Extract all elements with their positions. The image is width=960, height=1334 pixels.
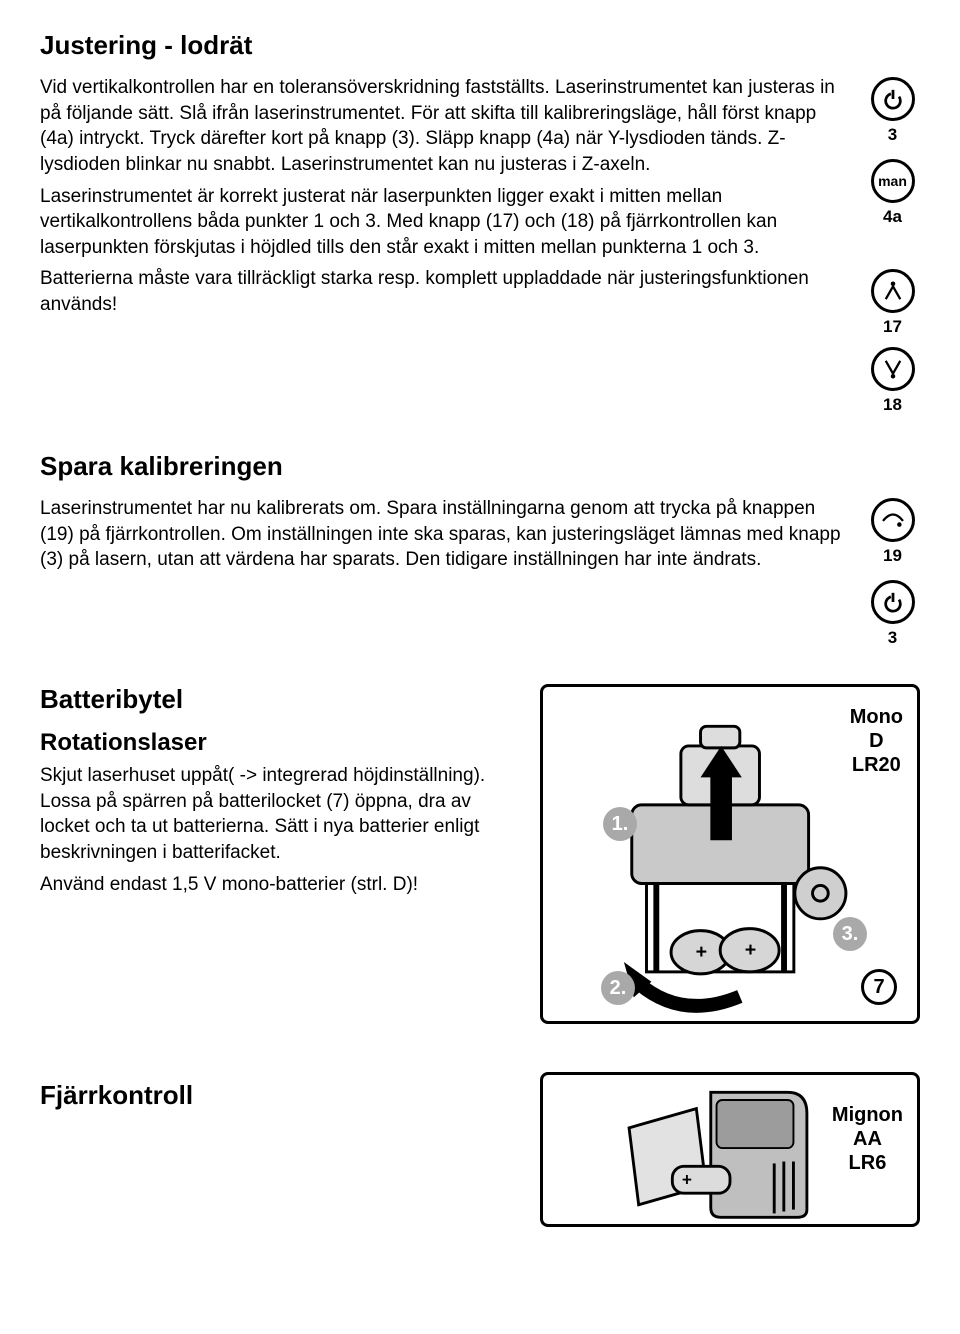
section4-title: Fjärrkontroll	[40, 1080, 524, 1111]
section1-p3: Batterierna måste vara tillräckligt star…	[40, 266, 847, 317]
section1-icons: 3 man 4a 17 18	[865, 75, 920, 415]
power-label-2: 3	[888, 628, 897, 648]
section3-subtitle: Rotationslaser	[40, 729, 524, 757]
tilt-up-label: 17	[883, 317, 902, 337]
remote-row: Fjärrkontroll + Mignon AA LR6	[40, 1060, 920, 1227]
tilt-down-svg	[882, 359, 904, 379]
step-3: 3.	[833, 917, 867, 951]
svg-text:+: +	[696, 941, 707, 963]
section1-p2: Laserinstrumentet är korrekt justerat nä…	[40, 184, 847, 261]
power-label: 3	[888, 125, 897, 145]
save-icon	[871, 498, 915, 542]
batt-type-l3: LR20	[850, 753, 903, 777]
power-svg	[882, 88, 904, 110]
section1-text: Vid vertikalkontrollen har en toleransöv…	[40, 75, 847, 415]
svg-text:+: +	[745, 939, 756, 961]
man-label: 4a	[883, 207, 902, 227]
rotationslaser-diagram: + + 1. 2. 3. 7 Mono D LR20	[540, 684, 920, 1024]
man-icon: man	[871, 159, 915, 203]
remote-text-col: Fjärrkontroll	[40, 1060, 524, 1125]
section1-row: Vid vertikalkontrollen har en toleransöv…	[40, 75, 920, 415]
save-svg	[881, 510, 905, 530]
remote-batt-l3: LR6	[832, 1151, 903, 1175]
svg-text:+: +	[682, 1170, 692, 1190]
batt-type-mignon: Mignon AA LR6	[832, 1103, 903, 1175]
section-spara: Spara kalibreringen Laserinstrumentet ha…	[40, 451, 920, 648]
tilt-up-svg	[882, 281, 904, 301]
section2-p1: Laserinstrumentet har nu kalibrerats om.…	[40, 496, 847, 573]
section3-title: Batteribytel	[40, 684, 524, 715]
section1-title: Justering - lodrät	[40, 30, 920, 61]
remote-batt-l2: AA	[832, 1127, 903, 1151]
section2-text: Laserinstrumentet har nu kalibrerats om.…	[40, 496, 847, 648]
tilt-down-icon	[871, 347, 915, 391]
remote-batt-l1: Mignon	[832, 1103, 903, 1127]
batt-type-l2: D	[850, 729, 903, 753]
battery-text-col: Batteribytel Rotationslaser Skjut laserh…	[40, 684, 524, 903]
part-7: 7	[861, 969, 897, 1005]
tilt-up-icon	[871, 269, 915, 313]
section3-p2: Använd endast 1,5 V mono-batterier (strl…	[40, 872, 524, 898]
section2-row: Laserinstrumentet har nu kalibrerats om.…	[40, 496, 920, 648]
power-icon-2	[871, 580, 915, 624]
batt-type-mono: Mono D LR20	[850, 705, 903, 777]
step-2: 2.	[601, 971, 635, 1005]
section1-p1: Vid vertikalkontrollen har en toleransöv…	[40, 75, 847, 178]
section-fjarrkontroll: Fjärrkontroll + Mignon AA LR6	[40, 1060, 920, 1227]
battery-row: Batteribytel Rotationslaser Skjut laserh…	[40, 684, 920, 1024]
section3-text: Skjut laserhuset uppåt( -> integrerad hö…	[40, 763, 524, 897]
section-justering: Justering - lodrät Vid vertikalkontrolle…	[40, 30, 920, 415]
step-1: 1.	[603, 807, 637, 841]
batt-type-l1: Mono	[850, 705, 903, 729]
man-text: man	[878, 173, 907, 189]
section2-icons: 19 3	[865, 496, 920, 648]
power-svg-2	[882, 591, 904, 613]
section3-p1: Skjut laserhuset uppåt( -> integrerad hö…	[40, 763, 524, 866]
remote-diagram: + Mignon AA LR6	[540, 1072, 920, 1227]
tilt-down-label: 18	[883, 395, 902, 415]
save-label: 19	[883, 546, 902, 566]
section-batteribytel: Batteribytel Rotationslaser Skjut laserh…	[40, 684, 920, 1024]
section2-title: Spara kalibreringen	[40, 451, 920, 482]
power-icon	[871, 77, 915, 121]
